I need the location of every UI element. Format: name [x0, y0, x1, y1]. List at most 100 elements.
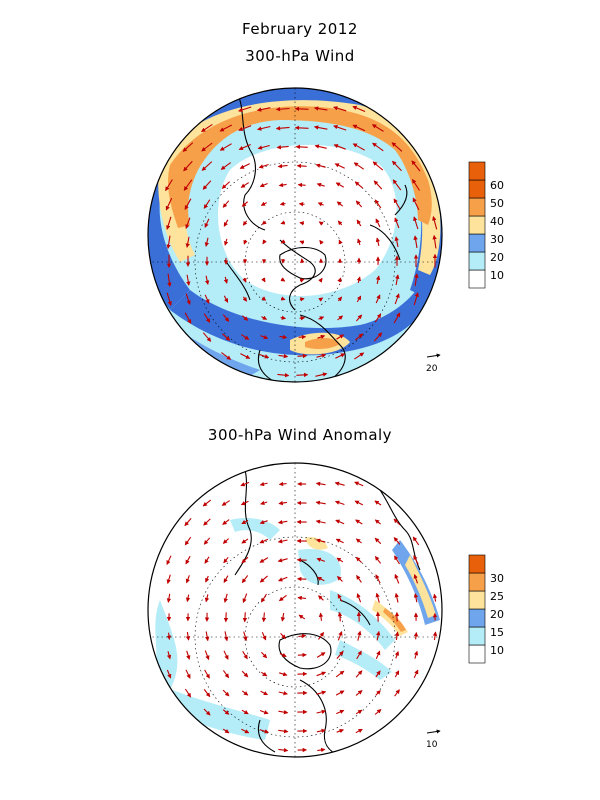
- wind-vector-arrow: [356, 276, 361, 284]
- wind-vector-arrow: [334, 481, 345, 486]
- wind-vector-arrow: [204, 594, 210, 603]
- wind-vector-arrow: [336, 709, 345, 715]
- wind-vector-arrow: [371, 124, 384, 132]
- wind-vector-arrow: [205, 575, 210, 583]
- wind-vector-arrow: [317, 576, 325, 582]
- wind-vector-arrow: [184, 536, 192, 546]
- wind-vector-arrow: [333, 124, 347, 131]
- wind-vector-arrow: [337, 593, 343, 602]
- wind-vector-arrow: [201, 161, 213, 171]
- wind-vector-arrow: [413, 650, 419, 659]
- wind-vector-arrow: [298, 633, 307, 639]
- wind-vector-arrow: [241, 728, 250, 734]
- wind-vector-arrow: [222, 333, 231, 341]
- wind-vector-arrow: [241, 334, 250, 340]
- wind-vector-arrow: [337, 611, 343, 622]
- wind-vector-arrow: [165, 179, 173, 192]
- wind-vector-arrow: [280, 277, 286, 282]
- wind-vector-arrow: [355, 314, 363, 322]
- wind-vector-arrow: [394, 573, 400, 584]
- wind-vector-arrow: [201, 142, 213, 152]
- wind-vector-arrow: [260, 671, 268, 677]
- wind-vector-arrow: [279, 671, 288, 677]
- wind-vector-arrow: [355, 519, 363, 525]
- wind-vector-arrow: [166, 593, 172, 603]
- wind-vector-arrow: [203, 537, 211, 545]
- wind-vector-arrow: [261, 277, 266, 283]
- wind-vector-arrow: [356, 295, 362, 303]
- wind-vector-arrow: [394, 217, 400, 229]
- wind-vector-arrow: [259, 709, 269, 715]
- wind-vector-arrow: [278, 747, 289, 753]
- wind-vector-arrow: [221, 500, 230, 506]
- wind-vector-arrow: [374, 519, 381, 525]
- wind-vector-arrow: [166, 651, 172, 660]
- wind-vector-arrow: [183, 160, 193, 172]
- wind-vector-arrow: [413, 593, 419, 603]
- wind-vector-arrow: [297, 353, 308, 359]
- wind-vector-arrow: [395, 274, 400, 286]
- wind-vector-arrow: [256, 107, 271, 112]
- wind-vector-arrow: [354, 181, 364, 189]
- wind-vector-arrow: [259, 729, 269, 734]
- wind-vector-arrow: [222, 728, 230, 734]
- map-boundary: [147, 462, 443, 758]
- wind-vector-arrow: [336, 650, 344, 659]
- wind-vector-arrow: [184, 518, 192, 527]
- wind-vector-arrow: [166, 632, 172, 641]
- wind-vector-arrow: [204, 556, 210, 564]
- wind-vector-arrow: [373, 332, 383, 342]
- wind-vector-arrow: [296, 163, 307, 169]
- wind-vector-arrow: [242, 220, 248, 226]
- wind-vector-arrow: [318, 297, 324, 302]
- wind-vector-arrow: [202, 499, 212, 507]
- wind-vector-arrow: [413, 574, 419, 584]
- wind-vector-arrow: [318, 316, 325, 321]
- wind-vector-arrow: [165, 197, 173, 211]
- legend-label: 40: [490, 215, 504, 228]
- wind-vector-arrow: [185, 555, 191, 565]
- legend-label: 20: [490, 608, 504, 621]
- wind-vector-arrow: [375, 574, 381, 584]
- wind-vector-arrow: [185, 217, 191, 229]
- wind-vector-arrow: [223, 593, 228, 603]
- wind-vector-arrow: [354, 352, 365, 360]
- wind-vector-arrow: [223, 556, 229, 564]
- wind-vector-arrow: [299, 315, 306, 321]
- wind-vector-arrow: [261, 631, 267, 641]
- wind-vector-arrow: [279, 652, 287, 657]
- wind-vector-arrow: [280, 296, 286, 301]
- wind-vector-arrow: [394, 670, 400, 678]
- wind-vector-arrow: [318, 221, 324, 226]
- wind-vector-arrow: [278, 710, 289, 715]
- wind-vector-arrow: [375, 275, 381, 285]
- wind-vector-arrow: [432, 234, 437, 249]
- wind-vector-arrow: [372, 161, 384, 171]
- wind-vector-arrow: [355, 538, 362, 544]
- wind-vector-arrow: [319, 239, 324, 245]
- wind-vector-arrow: [313, 125, 328, 130]
- wind-vector-arrow: [240, 481, 250, 487]
- wind-vector-arrow: [277, 539, 288, 544]
- wind-vector-arrow: [185, 594, 191, 603]
- wind-vector-arrow: [414, 273, 419, 287]
- wind-vector-arrow: [413, 555, 419, 565]
- wind-vector-arrow: [300, 258, 305, 264]
- wind-vector-arrow: [335, 670, 345, 678]
- wind-vector-arrow: [394, 631, 400, 640]
- map-disc: [148, 463, 442, 757]
- anomaly-legend: 10 15 20 25 30: [468, 554, 504, 664]
- wind-vector-arrow: [185, 575, 190, 584]
- wind-vector-arrow: [355, 728, 363, 734]
- wind-vector-arrow: [259, 557, 269, 563]
- wind-vector-arrow: [185, 293, 191, 305]
- wind-vector-arrow: [221, 181, 231, 189]
- wind-vector-arrow: [355, 333, 364, 341]
- wind-vector-arrow: [242, 296, 248, 302]
- wind-vector-arrow: [259, 182, 268, 188]
- wind-vector-arrow: [224, 631, 229, 642]
- reference-vector: 20: [426, 353, 441, 374]
- wind-vector-arrow: [374, 556, 382, 564]
- legend-label: 10: [490, 644, 504, 657]
